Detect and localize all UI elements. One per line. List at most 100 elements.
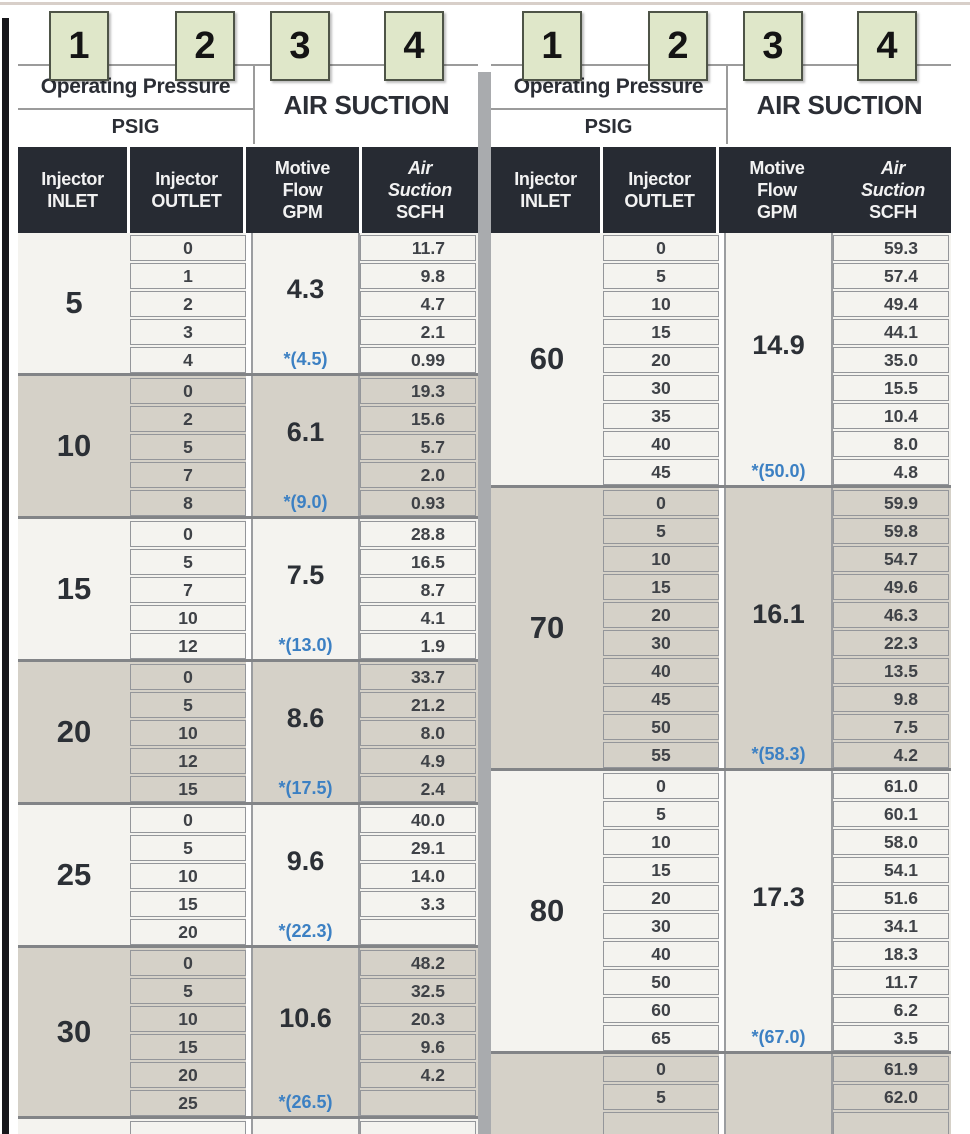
scfh-slot: 51.6 bbox=[833, 883, 949, 911]
header-line: Flow bbox=[757, 180, 797, 201]
column-gutter bbox=[246, 662, 253, 802]
outlet-slot: 45 bbox=[603, 684, 719, 712]
scfh-cell: 15.5 bbox=[833, 375, 949, 401]
outlet-cell: 7 bbox=[130, 577, 246, 603]
inlet-pressure-value: 25 bbox=[56, 857, 92, 892]
scfh-slot bbox=[360, 1088, 476, 1116]
scfh-cell: 18.3 bbox=[833, 941, 949, 967]
pressure-group: 30 0 5 10 15 20 25 10.6 *(26.5) 48.2 32.5 20.3 9.6 4.… bbox=[18, 948, 478, 1119]
outlet-cell: 20 bbox=[130, 1062, 246, 1088]
outlet-cell: 5 bbox=[130, 549, 246, 575]
scfh-slot: 40.0 bbox=[360, 805, 476, 833]
outlet-slot: 0 bbox=[130, 233, 246, 261]
outlet-cell: 2 bbox=[130, 291, 246, 317]
outlet-cell: 60 bbox=[603, 997, 719, 1023]
scfh-slot: 22.3 bbox=[833, 628, 949, 656]
outlet-slot: 0 bbox=[130, 662, 246, 690]
outlet-cell: 2 bbox=[130, 406, 246, 432]
scfh-cell: 40.0 bbox=[360, 807, 476, 833]
outlet-slot: 40 bbox=[603, 939, 719, 967]
scfh-slot: 33.7 bbox=[360, 662, 476, 690]
column-marker-4: 4 bbox=[384, 11, 444, 81]
header-line: Motive bbox=[749, 158, 805, 179]
scfh-cell bbox=[833, 1112, 949, 1134]
scfh-column: 28.8 16.5 8.7 4.1 1.9 bbox=[360, 519, 476, 659]
outlet-slot: 10 bbox=[130, 1004, 246, 1032]
outlet-slot: 7 bbox=[130, 460, 246, 488]
scfh-cell bbox=[360, 919, 476, 945]
scfh-cell: 14.0 bbox=[360, 863, 476, 889]
header-line: SCFH bbox=[396, 201, 444, 222]
outlet-cell: 5 bbox=[603, 1084, 719, 1110]
outlet-cell: 40 bbox=[603, 431, 719, 457]
scfh-cell: 3.3 bbox=[360, 891, 476, 917]
table-body: 60 0 5 10 15 20 30 35 40 45 14.9 *(50.0) 59.3 57.4 49.… bbox=[491, 233, 951, 1134]
scfh-slot: 35.0 bbox=[833, 345, 949, 373]
inlet-pressure-value: 10 bbox=[56, 428, 92, 463]
outlet-cell: 30 bbox=[603, 913, 719, 939]
tables-wrapper: 1 2 3 4 Operating Pressure PSIG AIR SUCTION Inj… bbox=[18, 8, 951, 1134]
outlet-slot: 0 bbox=[603, 488, 719, 516]
scfh-column: 61.9 62.0 bbox=[833, 1054, 949, 1134]
scfh-cell: 28.8 bbox=[360, 521, 476, 547]
outlet-cell: 55 bbox=[603, 742, 719, 768]
max-outlet-note: *(22.3) bbox=[278, 920, 333, 941]
scfh-cell: 13.5 bbox=[833, 658, 949, 684]
outlet-cell: 1 bbox=[130, 263, 246, 289]
outlet-cell: 15 bbox=[130, 1034, 246, 1060]
scfh-slot: 54.1 bbox=[833, 855, 949, 883]
outlet-column: 0 5 10 15 20 bbox=[130, 805, 246, 945]
scfh-slot: 62.0 bbox=[833, 1082, 949, 1110]
outlet-slot: 5 bbox=[130, 833, 246, 861]
scfh-cell: 54.1 bbox=[833, 857, 949, 883]
outlet-cell: 40 bbox=[603, 941, 719, 967]
scfh-slot: 9.8 bbox=[833, 684, 949, 712]
scfh-slot: 59.9 bbox=[833, 488, 949, 516]
outlet-cell: 20 bbox=[130, 919, 246, 945]
pressure-group: 5 0 1 2 3 4 4.3 *(4.5) 11.7 9.8 4.7 2.1 0.99 bbox=[18, 233, 478, 376]
column-gutter bbox=[246, 948, 253, 1116]
psig-label: PSIG bbox=[584, 115, 633, 138]
motive-flow-column: 16.1 *(58.3) bbox=[726, 488, 833, 768]
scfh-slot bbox=[360, 1119, 476, 1134]
max-outlet-note: *(4.5) bbox=[283, 348, 328, 369]
max-outlet-note: *(67.0) bbox=[751, 1026, 806, 1047]
scfh-slot: 15.5 bbox=[833, 373, 949, 401]
outlet-slot bbox=[130, 1119, 246, 1134]
scfh-cell: 34.1 bbox=[833, 913, 949, 939]
outlet-slot: 0 bbox=[130, 805, 246, 833]
outlet-cell: 12 bbox=[130, 748, 246, 774]
header-cell-motive-flow-gpm: Motive Flow GPM bbox=[719, 147, 835, 235]
inlet-pressure-value bbox=[18, 1119, 130, 1134]
scfh-slot: 8.7 bbox=[360, 575, 476, 603]
motive-flow-value: 10.6 bbox=[279, 1002, 332, 1033]
header-line: Air bbox=[407, 158, 433, 179]
inlet-pressure-value: 20 bbox=[56, 714, 92, 749]
motive-flow-column: 17.3 *(67.0) bbox=[726, 771, 833, 1051]
page-left-edge-bar bbox=[2, 18, 9, 1134]
inlet-pressure-value: 30 bbox=[56, 1014, 92, 1049]
scfh-slot: 49.4 bbox=[833, 289, 949, 317]
header-line: OUTLET bbox=[151, 191, 222, 211]
header-cell-air-suction-scfh: Air Suction SCFH bbox=[835, 147, 951, 235]
scfh-slot: 49.6 bbox=[833, 572, 949, 600]
scfh-slot: 5.7 bbox=[360, 432, 476, 460]
outlet-cell: 0 bbox=[130, 235, 246, 261]
scfh-cell: 21.2 bbox=[360, 692, 476, 718]
scfh-cell: 7.5 bbox=[833, 714, 949, 740]
pressure-group: 0 5 61.9 62.0 bbox=[491, 1054, 951, 1134]
scfh-cell bbox=[360, 1121, 476, 1134]
outlet-slot: 15 bbox=[603, 572, 719, 600]
max-outlet-note: *(50.0) bbox=[751, 460, 806, 481]
outlet-slot: 20 bbox=[603, 600, 719, 628]
outlet-slot: 15 bbox=[603, 317, 719, 345]
max-outlet-note: *(26.5) bbox=[278, 1091, 333, 1112]
scfh-cell: 62.0 bbox=[833, 1084, 949, 1110]
psig-label: PSIG bbox=[111, 115, 160, 138]
motive-flow-column: 14.9 *(50.0) bbox=[726, 233, 833, 485]
column-marker-4: 4 bbox=[857, 11, 917, 81]
motive-flow-column: 6.1 *(9.0) bbox=[253, 376, 360, 516]
scfh-column: 11.7 9.8 4.7 2.1 0.99 bbox=[360, 233, 476, 373]
scfh-cell: 59.3 bbox=[833, 235, 949, 261]
scfh-slot: 19.3 bbox=[360, 376, 476, 404]
